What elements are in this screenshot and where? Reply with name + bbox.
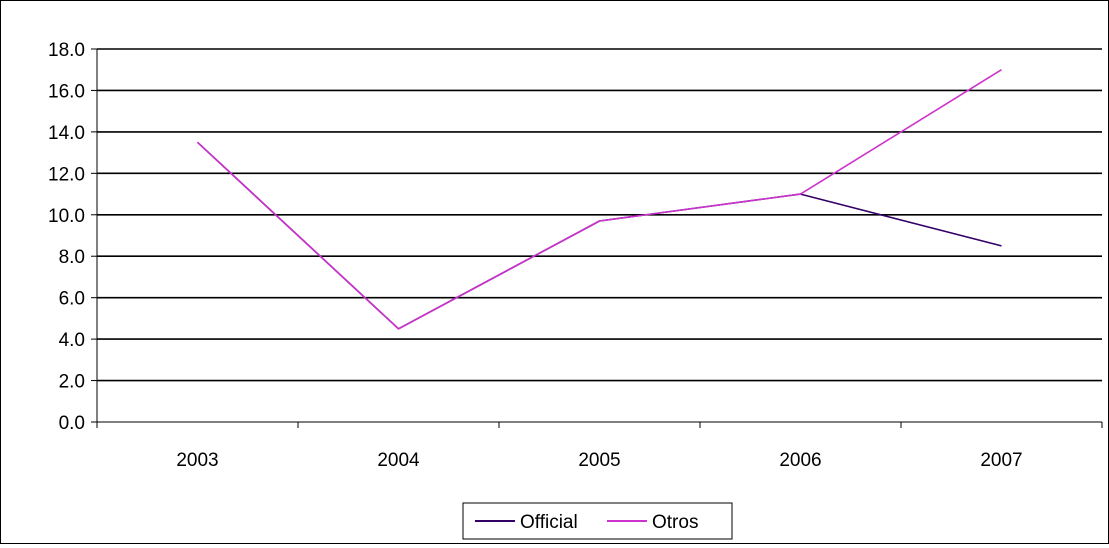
y-tick-labels: 0.0 2.0 4.0 6.0 8.0 10.0 12.0 14.0 16.0 18.0: [48, 40, 85, 434]
x-tick-labels: 2003 2004 2005 2006 2007: [176, 450, 1022, 471]
y-tick-label-12.0: 12.0: [48, 164, 85, 185]
x-tick-label-2003: 2003: [176, 450, 218, 471]
y-tick-label-4.0: 4.0: [59, 330, 85, 351]
x-tick-label-2004: 2004: [377, 450, 420, 471]
series-line-official: [198, 142, 1002, 328]
series-line-otros: [198, 70, 1002, 329]
axes: [91, 49, 1102, 428]
gridlines: [97, 49, 1102, 381]
legend-label-official: Official: [520, 512, 578, 533]
y-tick-label-18.0: 18.0: [48, 40, 85, 61]
legend-label-otros: Otros: [652, 512, 698, 533]
y-tick-label-0.0: 0.0: [59, 413, 85, 434]
legend: Official Otros: [463, 503, 732, 539]
y-tick-label-2.0: 2.0: [59, 372, 85, 393]
y-tick-label-10.0: 10.0: [48, 206, 85, 227]
y-tick-label-14.0: 14.0: [48, 123, 85, 144]
x-tick-label-2006: 2006: [779, 450, 821, 471]
y-tick-label-8.0: 8.0: [59, 247, 85, 268]
x-tick-label-2007: 2007: [980, 450, 1022, 471]
x-tick-label-2005: 2005: [578, 450, 620, 471]
series-lines: [197, 70, 1001, 329]
y-tick-label-16.0: 16.0: [48, 81, 85, 102]
y-tick-label-6.0: 6.0: [59, 289, 85, 310]
